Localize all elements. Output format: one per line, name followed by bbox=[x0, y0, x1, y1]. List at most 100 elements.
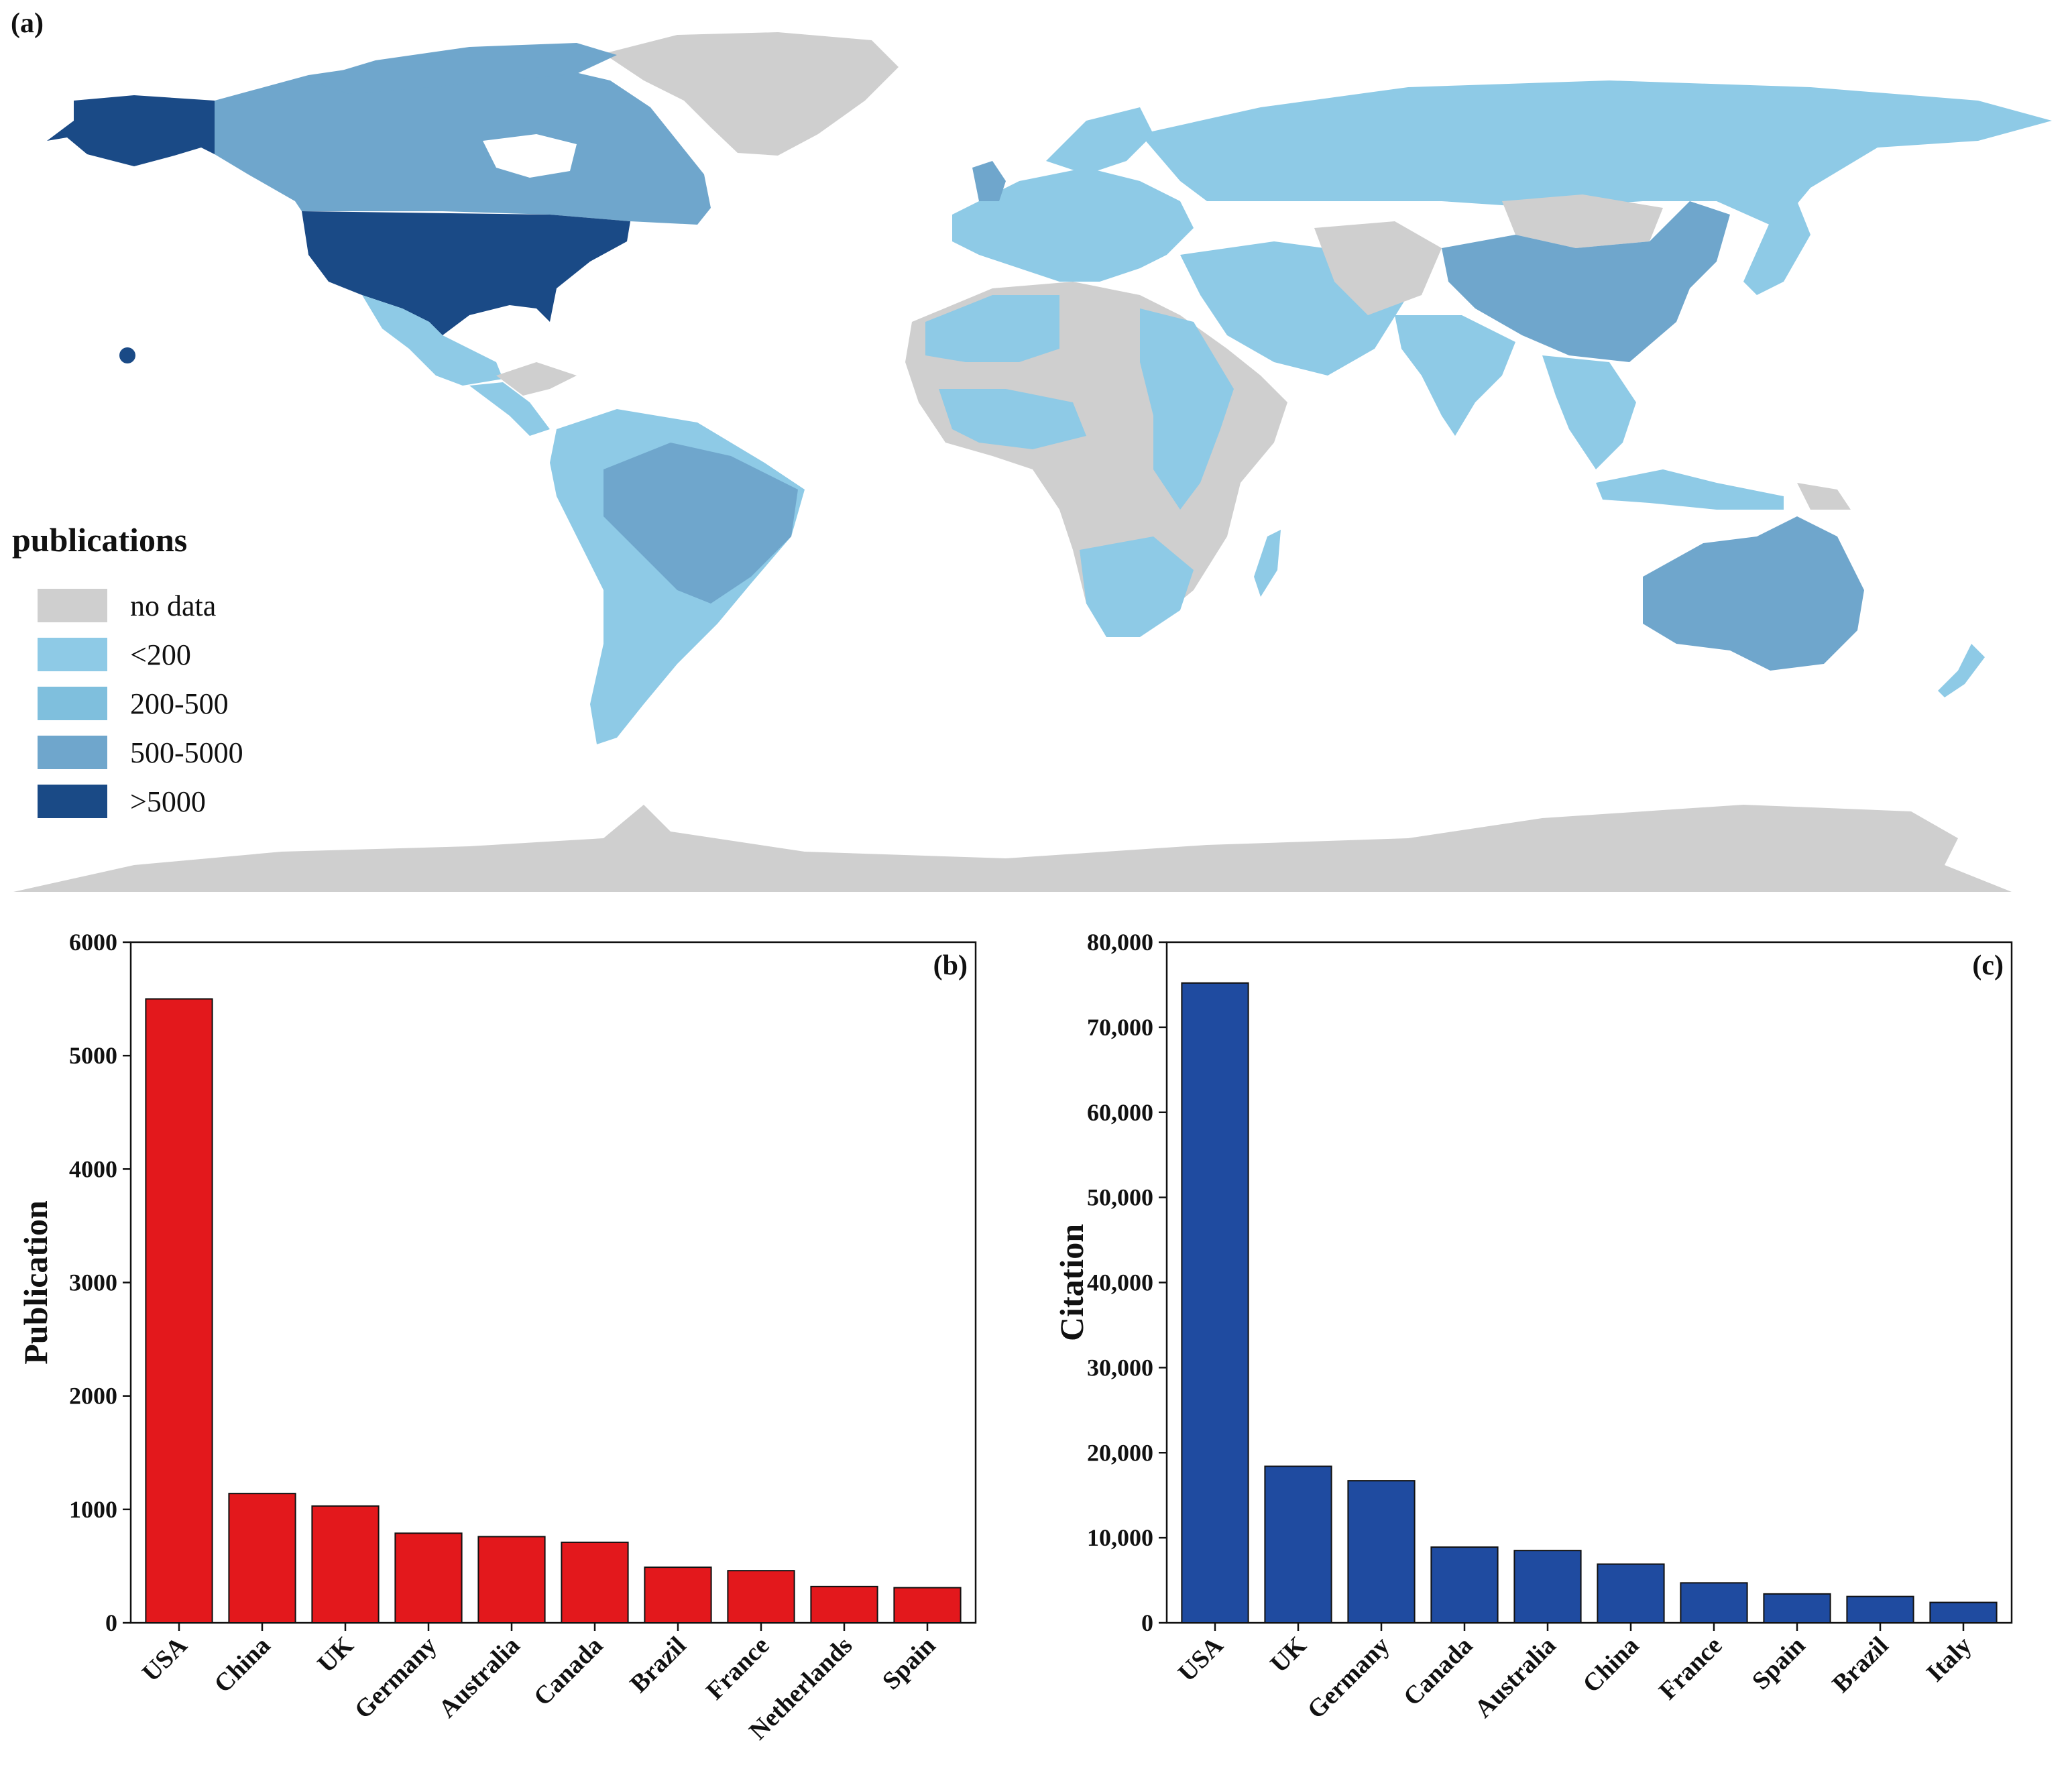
y-tick-label: 30,000 bbox=[1087, 1354, 1153, 1381]
region-mongolia bbox=[1502, 194, 1663, 248]
y-axis-title: Publication bbox=[17, 1200, 54, 1365]
region-alaska bbox=[47, 95, 215, 166]
x-category-label: Brazil bbox=[625, 1632, 692, 1699]
region-scandinavia bbox=[1046, 107, 1153, 174]
legend-swatch bbox=[38, 736, 107, 769]
x-category-label: USA bbox=[1173, 1631, 1229, 1687]
bar-canada bbox=[1430, 1546, 1499, 1624]
region-usa bbox=[302, 211, 630, 335]
region-southeast-asia bbox=[1542, 355, 1636, 469]
legend-swatch bbox=[38, 785, 107, 818]
region-japan bbox=[1743, 201, 1810, 295]
panel-label: (c) bbox=[1972, 950, 2004, 981]
region-madagascar bbox=[1254, 530, 1281, 597]
x-category-label: Australia bbox=[433, 1632, 525, 1723]
y-tick-label: 5000 bbox=[69, 1042, 117, 1069]
bar-uk bbox=[1264, 1465, 1332, 1624]
region-europe bbox=[952, 168, 1194, 282]
panel-label-a: (a) bbox=[11, 8, 44, 39]
y-tick-label: 2000 bbox=[69, 1383, 117, 1410]
region-uk bbox=[972, 161, 1006, 201]
publication-bar-chart: 0 1000 2000 3000 4000 5000 6000 USA China UKGerma… bbox=[17, 929, 977, 1746]
region-central-asia-nodata bbox=[1314, 221, 1442, 315]
legend-label: no data bbox=[130, 589, 216, 622]
x-category-label: UK bbox=[1265, 1631, 1312, 1678]
bar-france bbox=[727, 1570, 795, 1624]
bar-china bbox=[1597, 1563, 1665, 1624]
x-category-label: Germany bbox=[349, 1632, 443, 1725]
y-tick-label: 6000 bbox=[69, 929, 117, 956]
bar-france bbox=[1680, 1582, 1748, 1624]
region-arctic-islands bbox=[308, 43, 617, 94]
bar-uk bbox=[311, 1505, 380, 1624]
region-hudson-bay bbox=[483, 134, 577, 178]
world-map-panel: (a) bbox=[11, 8, 2052, 892]
map-legend: publications no data <200 200-500 500-5000 >… bbox=[12, 521, 243, 818]
region-canada bbox=[215, 60, 711, 225]
bar-brazil bbox=[1846, 1595, 1914, 1624]
x-category-label: France bbox=[1654, 1632, 1727, 1705]
y-tick-label: 1000 bbox=[69, 1496, 117, 1523]
bar-netherlands bbox=[810, 1585, 878, 1624]
region-southern-africa bbox=[1080, 536, 1194, 637]
legend-label: <200 bbox=[130, 638, 191, 671]
bar-australia bbox=[1513, 1550, 1582, 1624]
region-china bbox=[1442, 201, 1730, 362]
y-tick-label: 20,000 bbox=[1087, 1439, 1153, 1466]
legend-label: >5000 bbox=[130, 785, 206, 818]
legend-swatch bbox=[38, 687, 107, 720]
region-hawaii bbox=[119, 347, 135, 363]
y-tick-label: 60,000 bbox=[1087, 1099, 1153, 1126]
bar-spain bbox=[893, 1587, 962, 1624]
region-brazil bbox=[603, 443, 798, 604]
x-category-label: Spain bbox=[877, 1632, 941, 1695]
chart-b-panel: 0 1000 2000 3000 4000 5000 6000 USA China UK Germa… bbox=[0, 902, 1036, 1762]
y-tick-label: 80,000 bbox=[1087, 929, 1153, 956]
legend-label: 500-5000 bbox=[130, 736, 243, 769]
y-tick-label: 10,000 bbox=[1087, 1524, 1153, 1551]
region-north-africa bbox=[925, 295, 1059, 362]
y-tick-label: 0 bbox=[1141, 1609, 1153, 1636]
region-australia bbox=[1643, 516, 1864, 671]
region-central-america bbox=[469, 382, 550, 436]
x-category-label: Canada bbox=[1398, 1632, 1478, 1711]
region-caribbean bbox=[496, 362, 577, 396]
y-axis-title: Citation bbox=[1053, 1224, 1090, 1341]
bar-canada bbox=[561, 1541, 629, 1624]
x-category-label: Canada bbox=[528, 1632, 608, 1711]
x-category-label: USA bbox=[137, 1631, 193, 1687]
bar-italy bbox=[1929, 1601, 1998, 1624]
x-category-label: Germany bbox=[1302, 1632, 1395, 1725]
x-category-label: Spain bbox=[1747, 1632, 1810, 1695]
region-west-africa bbox=[939, 389, 1086, 449]
legend-title: publications bbox=[12, 521, 187, 559]
x-category-label: Italy bbox=[1921, 1632, 1977, 1687]
region-papua bbox=[1797, 483, 1851, 510]
y-tick-label: 40,000 bbox=[1087, 1269, 1153, 1296]
y-tick-label: 0 bbox=[105, 1609, 117, 1636]
x-category-label: France bbox=[701, 1632, 774, 1705]
x-category-label: UK bbox=[312, 1631, 359, 1678]
bar-china bbox=[228, 1493, 296, 1624]
bar-australia bbox=[477, 1536, 546, 1624]
region-egypt-east-africa bbox=[1140, 308, 1234, 510]
y-tick-label: 4000 bbox=[69, 1155, 117, 1182]
x-category-label: China bbox=[209, 1632, 276, 1699]
legend-swatch bbox=[38, 589, 107, 622]
y-tick-label: 50,000 bbox=[1087, 1184, 1153, 1211]
region-mexico bbox=[362, 295, 503, 386]
x-category-label: Australia bbox=[1469, 1632, 1561, 1723]
region-india bbox=[1395, 315, 1515, 436]
y-tick-label: 3000 bbox=[69, 1269, 117, 1296]
bar-usa bbox=[145, 998, 213, 1624]
panel-label: (b) bbox=[933, 950, 968, 981]
legend-swatch bbox=[38, 638, 107, 671]
region-indonesia bbox=[1596, 469, 1784, 510]
bar-spain bbox=[1763, 1593, 1831, 1624]
region-new-zealand bbox=[1938, 644, 1985, 697]
bar-brazil bbox=[644, 1567, 712, 1624]
world-map: (a) bbox=[11, 8, 2052, 892]
bar-germany bbox=[1347, 1480, 1416, 1624]
y-tick-label: 70,000 bbox=[1087, 1014, 1153, 1041]
region-russia bbox=[1140, 80, 2052, 228]
